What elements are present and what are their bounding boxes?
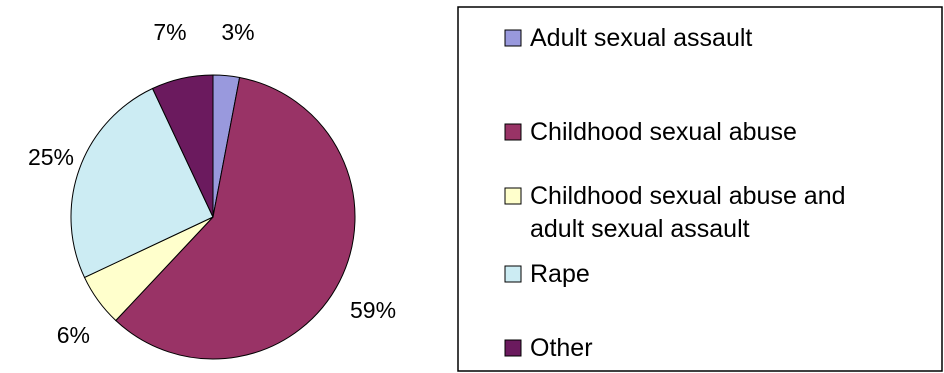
legend-label-5: Other	[530, 334, 593, 362]
legend-label-1: Adult sexual assault	[530, 24, 752, 52]
legend-swatch-5	[504, 339, 522, 357]
pie-label-2: 59%	[350, 297, 396, 323]
pie-labels: 3% 59% 6% 25% 7%	[28, 19, 396, 348]
pie-label-1: 3%	[221, 19, 254, 45]
legend-box	[457, 6, 943, 372]
legend: Adult sexual assault Childhood sexual abu…	[457, 6, 943, 372]
pie-label-3: 6%	[57, 322, 90, 348]
pie-label-4: 25%	[28, 144, 74, 170]
legend-label-3-line-2: adult sexual assault	[530, 215, 750, 243]
pie-slice-5	[151, 74, 214, 218]
legend-label-3: Childhood sexual abuse and	[530, 182, 846, 210]
legend-swatch-2	[504, 123, 522, 141]
legend-label-2: Childhood sexual abuse	[530, 118, 797, 146]
legend-swatch-4	[504, 265, 522, 283]
pie-label-5: 7%	[153, 19, 186, 45]
legend-swatch-1	[504, 29, 522, 47]
legend-swatch-3	[504, 187, 522, 205]
legend-label-4: Rape	[530, 260, 590, 288]
pie-slice-2	[115, 76, 356, 360]
pie-slice-4	[70, 87, 214, 279]
pie-slices	[70, 74, 356, 360]
